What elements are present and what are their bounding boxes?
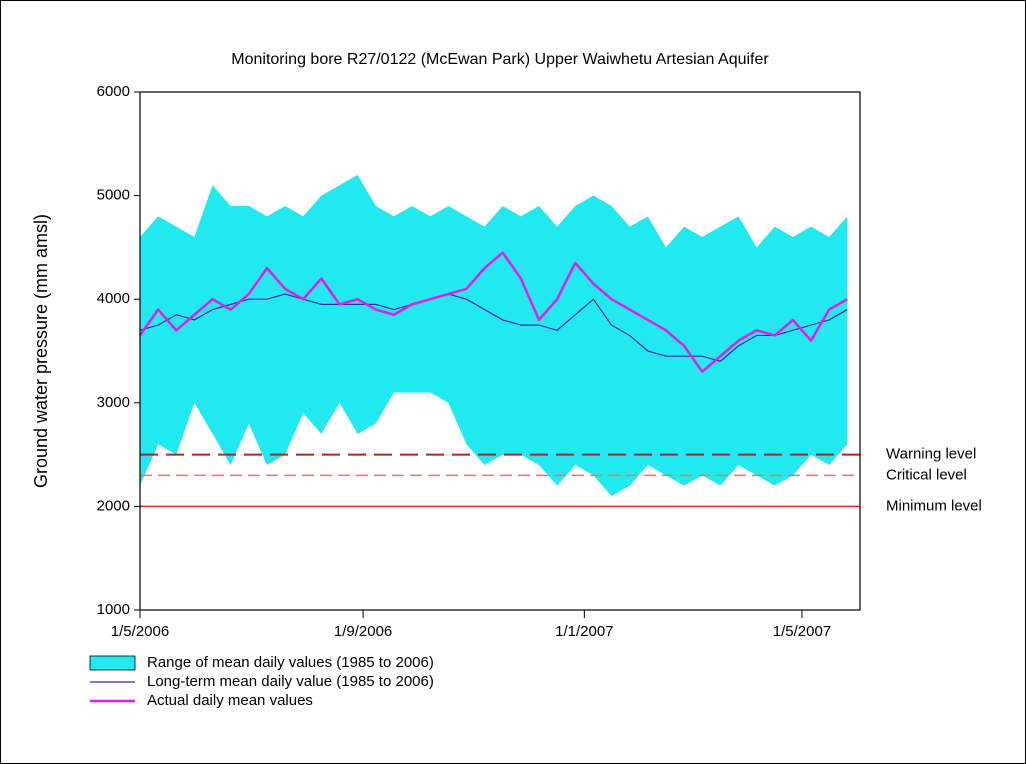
series-line [138, 251, 848, 373]
reference-label: Warning level [886, 446, 976, 463]
legend-label: Long-term mean daily value (1985 to 2006… [147, 673, 434, 690]
x-tick-label: 1/5/2007 [773, 623, 831, 640]
range-band [140, 174, 848, 497]
x-tick-label: 1/9/2006 [334, 623, 392, 640]
y-tick-label: 5000 [97, 187, 130, 204]
y-tick-label: 2000 [97, 497, 130, 514]
plot-area [139, 91, 861, 611]
y-tick-label: 4000 [97, 290, 130, 307]
y-tick-label: 3000 [97, 394, 130, 411]
legend-swatch [89, 655, 136, 671]
chart-title: Monitoring bore R27/0122 (McEwan Park) U… [231, 51, 769, 68]
x-tick-label: 1/1/2007 [555, 623, 613, 640]
y-axis-label: Ground water pressure (mm amsl) [31, 214, 51, 488]
legend-label: Actual daily mean values [147, 692, 313, 709]
reference-label: Critical level [886, 466, 967, 483]
y-tick-label: 6000 [97, 83, 130, 100]
y-tick-label: 1000 [97, 601, 130, 618]
series-line [139, 293, 848, 362]
x-tick-label: 1/5/2006 [111, 623, 169, 640]
reference-label: Minimum level [886, 497, 982, 514]
legend-label: Range of mean daily values (1985 to 2006… [147, 654, 434, 671]
